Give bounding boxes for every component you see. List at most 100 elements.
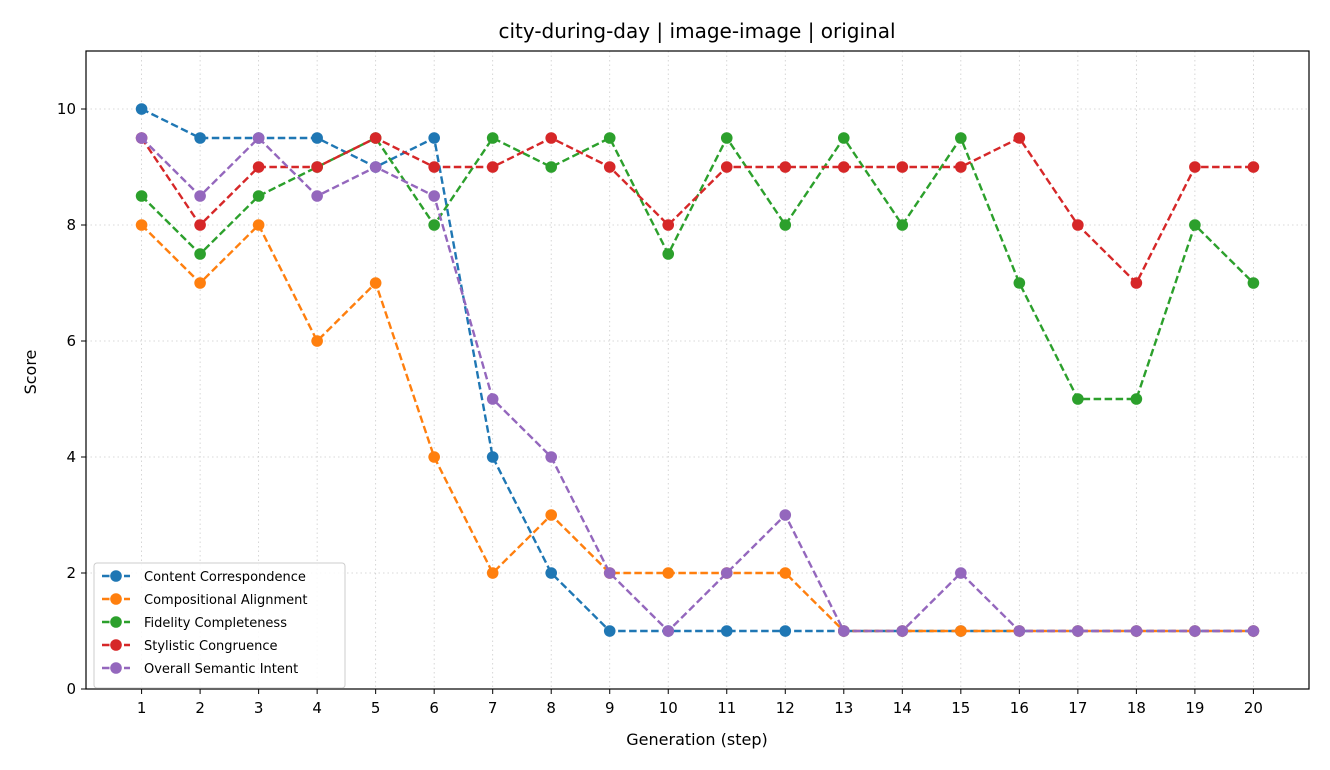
data-point bbox=[837, 625, 850, 637]
data-point bbox=[135, 190, 148, 202]
legend-item: Overall Semantic Intent bbox=[102, 662, 298, 677]
data-point bbox=[955, 161, 967, 173]
y-axis-ticks: 0 2 4 6 8 10 bbox=[57, 100, 86, 698]
x-axis-ticks: 1 2 3 4 5 6 7 8 9 10 11 12 13 14 15 16 17 18 19 20 bbox=[137, 689, 1263, 717]
data-point bbox=[194, 132, 206, 144]
data-point bbox=[720, 132, 733, 144]
series-line bbox=[140, 222, 1254, 633]
data-point bbox=[720, 567, 733, 579]
data-point bbox=[603, 625, 616, 637]
series-line bbox=[141, 107, 1254, 633]
series-line bbox=[140, 136, 1254, 286]
data-point bbox=[311, 335, 323, 347]
x-tick-label: 11 bbox=[717, 699, 736, 717]
data-point bbox=[369, 277, 382, 289]
x-tick-label: 20 bbox=[1244, 699, 1263, 717]
data-point bbox=[1130, 625, 1143, 637]
data-point bbox=[779, 567, 792, 579]
data-point bbox=[1072, 219, 1084, 231]
data-point bbox=[603, 132, 616, 144]
data-point bbox=[194, 277, 206, 289]
legend-label: Overall Semantic Intent bbox=[144, 662, 298, 677]
data-point bbox=[662, 567, 675, 579]
legend-marker bbox=[110, 639, 122, 651]
data-point bbox=[779, 509, 792, 521]
data-point bbox=[311, 132, 323, 144]
series-4 bbox=[135, 132, 1260, 637]
data-point bbox=[1072, 625, 1084, 637]
series-2 bbox=[135, 132, 1260, 405]
data-point bbox=[135, 103, 148, 115]
data-point bbox=[428, 451, 440, 463]
data-point bbox=[1072, 393, 1084, 405]
legend-label: Compositional Alignment bbox=[144, 593, 308, 608]
legend-label: Fidelity Completeness bbox=[144, 616, 287, 631]
x-tick-label: 10 bbox=[659, 699, 678, 717]
x-tick-label: 5 bbox=[371, 699, 381, 717]
data-point bbox=[1189, 161, 1201, 173]
x-tick-label: 8 bbox=[546, 699, 556, 717]
data-point bbox=[486, 451, 499, 463]
legend: Content Correspondence Compositional Alig… bbox=[93, 562, 346, 689]
legend-marker bbox=[110, 662, 122, 674]
data-point bbox=[311, 161, 323, 173]
data-point bbox=[1189, 219, 1201, 231]
x-tick-label: 19 bbox=[1185, 699, 1204, 717]
data-point bbox=[545, 567, 558, 579]
data-point bbox=[252, 161, 265, 173]
data-point bbox=[135, 219, 148, 231]
data-point bbox=[369, 132, 382, 144]
legend-marker bbox=[110, 593, 122, 605]
series-line bbox=[140, 136, 1254, 633]
data-point bbox=[837, 161, 850, 173]
x-axis-label: Generation (step) bbox=[626, 730, 767, 749]
plot-frame bbox=[85, 50, 1310, 690]
data-point bbox=[955, 625, 967, 637]
chart-title: city-during-day | image-image | original bbox=[498, 19, 895, 43]
legend-label: Content Correspondence bbox=[144, 570, 306, 585]
data-point bbox=[1247, 161, 1260, 173]
legend-marker bbox=[110, 616, 122, 628]
data-point bbox=[662, 219, 675, 231]
legend-item: Fidelity Completeness bbox=[102, 616, 287, 631]
data-point bbox=[486, 132, 499, 144]
data-point bbox=[1013, 277, 1026, 289]
data-point bbox=[252, 132, 265, 144]
data-point bbox=[662, 625, 675, 637]
series-0 bbox=[135, 103, 1260, 637]
legend-label: Stylistic Congruence bbox=[144, 639, 278, 654]
x-tick-label: 9 bbox=[605, 699, 615, 717]
x-tick-label: 12 bbox=[776, 699, 795, 717]
data-point bbox=[545, 132, 558, 144]
y-tick-label: 8 bbox=[66, 216, 76, 234]
y-tick-label: 2 bbox=[66, 564, 76, 582]
legend-item: Stylistic Congruence bbox=[102, 639, 278, 654]
legend-item: Compositional Alignment bbox=[102, 593, 308, 608]
data-point bbox=[194, 248, 206, 260]
data-point bbox=[896, 625, 909, 637]
data-point bbox=[486, 567, 499, 579]
x-tick-label: 3 bbox=[254, 699, 264, 717]
x-tick-label: 18 bbox=[1127, 699, 1146, 717]
x-tick-label: 7 bbox=[488, 699, 498, 717]
data-point bbox=[194, 219, 206, 231]
y-tick-label: 10 bbox=[57, 100, 76, 118]
data-point bbox=[1130, 393, 1143, 405]
data-point bbox=[135, 132, 148, 144]
data-point bbox=[428, 190, 440, 202]
x-tick-label: 13 bbox=[834, 699, 853, 717]
x-tick-label: 15 bbox=[951, 699, 970, 717]
data-point bbox=[837, 132, 850, 144]
data-point bbox=[603, 567, 616, 579]
data-point bbox=[545, 509, 558, 521]
y-axis-label: Score bbox=[21, 350, 40, 395]
data-point bbox=[252, 219, 265, 231]
y-tick-label: 6 bbox=[66, 332, 76, 350]
x-tick-label: 16 bbox=[1010, 699, 1029, 717]
legend-marker bbox=[110, 570, 122, 582]
data-point bbox=[662, 248, 675, 260]
data-point bbox=[1189, 625, 1201, 637]
series-3 bbox=[135, 132, 1260, 289]
data-point bbox=[779, 219, 792, 231]
